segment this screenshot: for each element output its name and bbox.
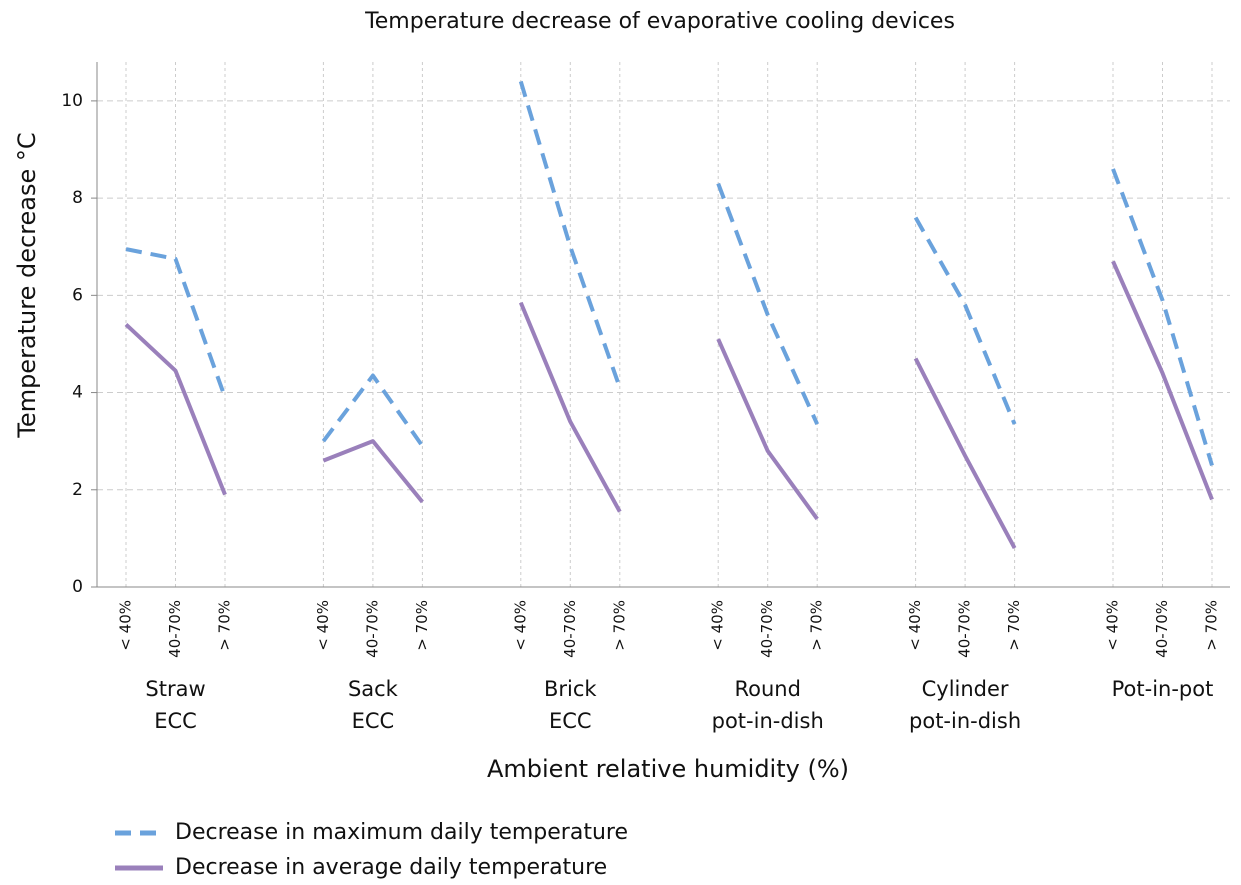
x-tick-label: 40-70% bbox=[561, 600, 579, 658]
x-tick-label: > 70% bbox=[1203, 600, 1221, 651]
group-label: pot-in-dish bbox=[712, 709, 824, 733]
y-tick-label: 0 bbox=[72, 577, 83, 597]
x-tick-label: < 40% bbox=[117, 600, 135, 651]
x-tick-label: > 70% bbox=[1005, 600, 1023, 651]
series-line bbox=[913, 357, 1017, 550]
x-tick-label: > 70% bbox=[610, 600, 628, 651]
group-label: Brick bbox=[544, 677, 597, 701]
group-label: ECC bbox=[352, 709, 395, 733]
group-label: Round bbox=[734, 677, 800, 701]
series-line bbox=[1111, 260, 1214, 501]
series-line bbox=[124, 323, 227, 496]
x-tick-label: 40-70% bbox=[363, 600, 381, 658]
y-tick-label: 6 bbox=[72, 285, 83, 305]
y-tick-label: 8 bbox=[72, 188, 83, 208]
group-label: Straw bbox=[145, 677, 205, 701]
x-tick-label: < 40% bbox=[709, 600, 727, 651]
x-tick-label: < 40% bbox=[906, 600, 924, 651]
x-tick-label: 40-70% bbox=[758, 600, 776, 658]
x-tick-label: 40-70% bbox=[956, 600, 974, 658]
series-line bbox=[321, 373, 425, 448]
chart-title: Temperature decrease of evaporative cool… bbox=[364, 9, 955, 34]
y-tick-label: 10 bbox=[61, 91, 83, 111]
x-tick-label: > 70% bbox=[413, 600, 431, 651]
x-tick-label: 40-70% bbox=[1153, 600, 1171, 658]
legend-label: Decrease in average daily temperature bbox=[175, 855, 607, 880]
group-label: ECC bbox=[154, 709, 197, 733]
group-label: Sack bbox=[348, 677, 399, 701]
y-tick-label: 2 bbox=[72, 480, 83, 500]
series-line bbox=[1111, 168, 1214, 467]
y-tick-label: 4 bbox=[72, 383, 83, 403]
series-line bbox=[518, 301, 622, 513]
group-label: Cylinder bbox=[922, 677, 1009, 701]
x-axis-label: Ambient relative humidity (%) bbox=[487, 755, 849, 783]
x-tick-label: > 70% bbox=[808, 600, 826, 651]
series-line bbox=[716, 182, 820, 425]
x-tick-label: < 40% bbox=[314, 600, 332, 651]
series-line bbox=[125, 247, 227, 399]
series-line bbox=[913, 216, 1017, 425]
x-tick-label: < 40% bbox=[511, 600, 529, 651]
x-tick-label: 40-70% bbox=[166, 600, 184, 658]
series-line bbox=[518, 80, 622, 389]
group-label: pot-in-dish bbox=[909, 709, 1021, 733]
x-tick-label: < 40% bbox=[1104, 600, 1122, 651]
y-axis-label: Temperature decrease °C bbox=[13, 132, 41, 438]
group-label: Pot-in-pot bbox=[1112, 677, 1214, 701]
series-line bbox=[322, 439, 424, 504]
group-label: ECC bbox=[549, 709, 592, 733]
x-tick-label: > 70% bbox=[216, 600, 234, 651]
series-line bbox=[716, 338, 819, 521]
legend-label: Decrease in maximum daily temperature bbox=[175, 820, 628, 845]
